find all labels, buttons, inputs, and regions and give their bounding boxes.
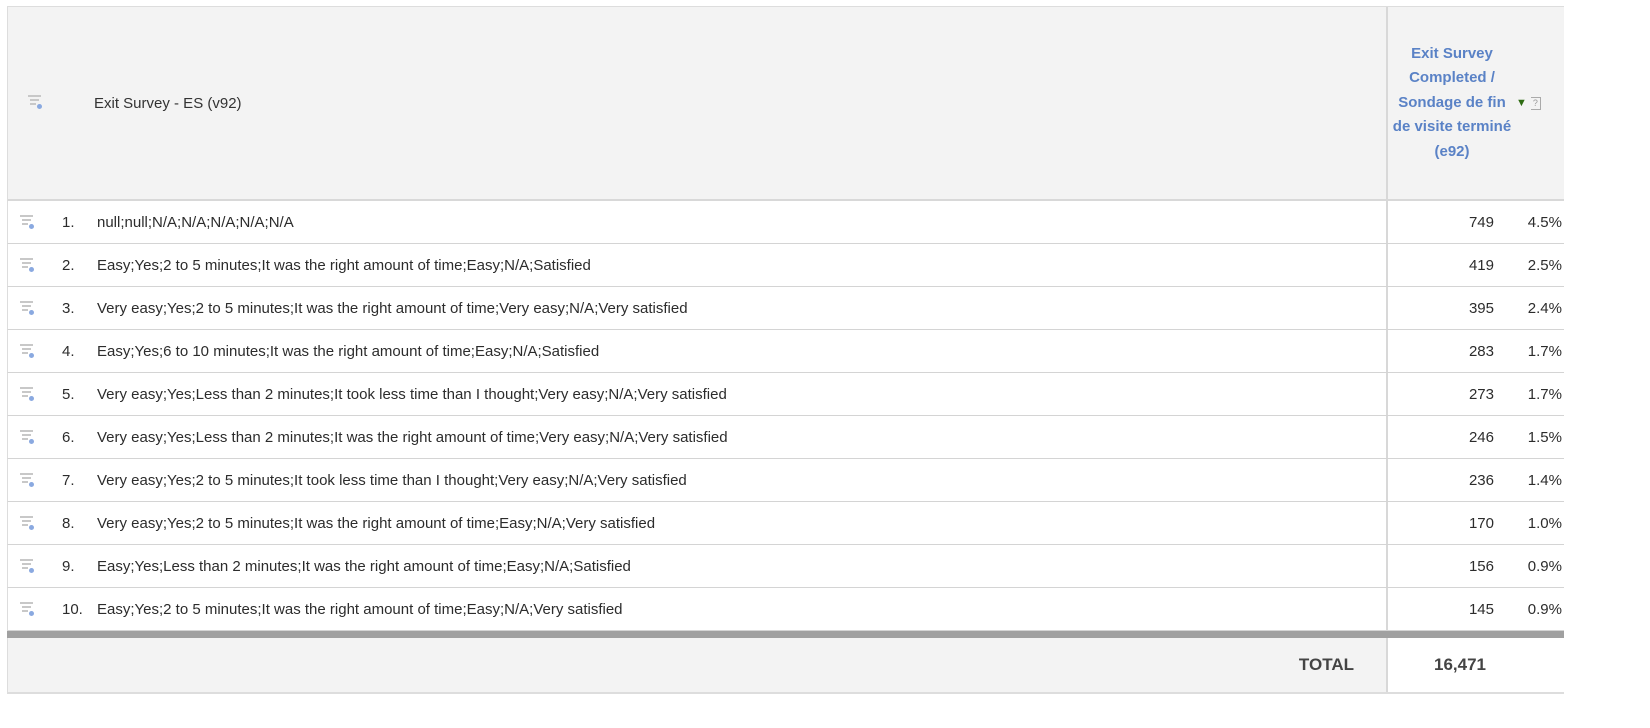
breakdown-icon[interactable] bbox=[20, 301, 34, 315]
breakdown-icon[interactable] bbox=[28, 95, 42, 109]
row-percent: 1.0% bbox=[1527, 514, 1562, 532]
total-value: 16,471 bbox=[1434, 655, 1486, 674]
row-label: Easy;Yes;6 to 10 minutes;It was the righ… bbox=[97, 342, 600, 360]
row-dimension-cell[interactable]: 7. Very easy;Yes;2 to 5 minutes;It took … bbox=[8, 459, 1388, 501]
row-number: 3. bbox=[62, 299, 75, 317]
sort-descending-icon[interactable]: ▼ bbox=[1516, 97, 1527, 109]
row-label: Very easy;Yes;Less than 2 minutes;It too… bbox=[97, 385, 727, 403]
table-row[interactable]: 7. Very easy;Yes;2 to 5 minutes;It took … bbox=[7, 459, 1564, 502]
table-row[interactable]: 3. Very easy;Yes;2 to 5 minutes;It was t… bbox=[7, 287, 1564, 330]
row-number: 2. bbox=[62, 256, 75, 274]
breakdown-icon[interactable] bbox=[20, 344, 34, 358]
dimension-header[interactable]: Exit Survey - ES (v92) bbox=[8, 7, 1388, 199]
row-dimension-cell[interactable]: 5. Very easy;Yes;Less than 2 minutes;It … bbox=[8, 373, 1388, 415]
row-value: 273 bbox=[1468, 385, 1494, 403]
row-dimension-cell[interactable]: 6. Very easy;Yes;Less than 2 minutes;It … bbox=[8, 416, 1388, 458]
row-percent: 2.5% bbox=[1527, 256, 1562, 274]
table-row[interactable]: 4. Easy;Yes;6 to 10 minutes;It was the r… bbox=[7, 330, 1564, 373]
row-label: Very easy;Yes;Less than 2 minutes;It was… bbox=[97, 428, 728, 446]
table-header: Exit Survey - ES (v92) Exit Survey Compl… bbox=[7, 7, 1564, 201]
row-number: 10. bbox=[62, 600, 83, 618]
breakdown-icon[interactable] bbox=[20, 473, 34, 487]
row-percent: 4.5% bbox=[1527, 213, 1562, 231]
breakdown-icon[interactable] bbox=[20, 516, 34, 530]
row-number: 7. bbox=[62, 471, 75, 489]
breakdown-icon[interactable] bbox=[20, 215, 34, 229]
row-label: Easy;Yes;Less than 2 minutes;It was the … bbox=[97, 557, 631, 575]
table-row[interactable]: 1. null;null;N/A;N/A;N/A;N/A;N/A 749 4.5… bbox=[7, 201, 1564, 244]
row-number: 8. bbox=[62, 514, 75, 532]
row-label: Very easy;Yes;2 to 5 minutes;It took les… bbox=[97, 471, 687, 489]
row-dimension-cell[interactable]: 4. Easy;Yes;6 to 10 minutes;It was the r… bbox=[8, 330, 1388, 372]
row-label: null;null;N/A;N/A;N/A;N/A;N/A bbox=[97, 213, 294, 231]
row-dimension-cell[interactable]: 9. Easy;Yes;Less than 2 minutes;It was t… bbox=[8, 545, 1388, 587]
metric-header[interactable]: Exit Survey Completed / Sondage de fin d… bbox=[1388, 7, 1564, 199]
row-dimension-cell[interactable]: 10. Easy;Yes;2 to 5 minutes;It was the r… bbox=[8, 588, 1388, 630]
table-row[interactable]: 5. Very easy;Yes;Less than 2 minutes;It … bbox=[7, 373, 1564, 416]
row-number: 9. bbox=[62, 557, 75, 575]
row-dimension-cell[interactable]: 3. Very easy;Yes;2 to 5 minutes;It was t… bbox=[8, 287, 1388, 329]
row-value: 145 bbox=[1468, 600, 1494, 618]
row-percent: 1.7% bbox=[1527, 385, 1562, 403]
breakdown-icon[interactable] bbox=[20, 430, 34, 444]
metric-title: Exit Survey Completed / Sondage de fin d… bbox=[1392, 44, 1512, 160]
row-dimension-cell[interactable]: 8. Very easy;Yes;2 to 5 minutes;It was t… bbox=[8, 502, 1388, 544]
row-label: Easy;Yes;2 to 5 minutes;It was the right… bbox=[97, 600, 623, 618]
table-row[interactable]: 9. Easy;Yes;Less than 2 minutes;It was t… bbox=[7, 545, 1564, 588]
row-label: Easy;Yes;2 to 5 minutes;It was the right… bbox=[97, 256, 591, 274]
breakdown-icon[interactable] bbox=[20, 258, 34, 272]
row-dimension-cell[interactable]: 2. Easy;Yes;2 to 5 minutes;It was the ri… bbox=[8, 244, 1388, 286]
row-percent: 0.9% bbox=[1527, 557, 1562, 575]
row-label: Very easy;Yes;2 to 5 minutes;It was the … bbox=[97, 299, 688, 317]
row-value: 749 bbox=[1468, 213, 1494, 231]
row-value: 246 bbox=[1468, 428, 1494, 446]
row-percent: 1.5% bbox=[1527, 428, 1562, 446]
row-value: 419 bbox=[1468, 256, 1494, 274]
row-percent: 0.9% bbox=[1527, 600, 1562, 618]
row-value: 236 bbox=[1468, 471, 1494, 489]
total-row: TOTAL 16,471 bbox=[7, 638, 1564, 694]
row-number: 6. bbox=[62, 428, 75, 446]
total-separator bbox=[7, 631, 1564, 638]
row-percent: 1.7% bbox=[1527, 342, 1562, 360]
table-row[interactable]: 10. Easy;Yes;2 to 5 minutes;It was the r… bbox=[7, 588, 1564, 631]
breakdown-icon[interactable] bbox=[20, 387, 34, 401]
dimension-title: Exit Survey - ES (v92) bbox=[94, 94, 242, 112]
breakdown-icon[interactable] bbox=[20, 559, 34, 573]
row-dimension-cell[interactable]: 1. null;null;N/A;N/A;N/A;N/A;N/A bbox=[8, 201, 1388, 243]
table-row[interactable]: 6. Very easy;Yes;Less than 2 minutes;It … bbox=[7, 416, 1564, 459]
freeform-table: Exit Survey - ES (v92) Exit Survey Compl… bbox=[7, 6, 1564, 694]
table-row[interactable]: 8. Very easy;Yes;2 to 5 minutes;It was t… bbox=[7, 502, 1564, 545]
row-label: Very easy;Yes;2 to 5 minutes;It was the … bbox=[97, 514, 656, 532]
total-label: TOTAL bbox=[8, 638, 1388, 692]
row-value: 170 bbox=[1468, 514, 1494, 532]
row-percent: 1.4% bbox=[1527, 471, 1562, 489]
row-value: 395 bbox=[1468, 299, 1494, 317]
breakdown-icon[interactable] bbox=[20, 602, 34, 616]
table-row[interactable]: 2. Easy;Yes;2 to 5 minutes;It was the ri… bbox=[7, 244, 1564, 287]
row-value: 283 bbox=[1468, 342, 1494, 360]
row-number: 4. bbox=[62, 342, 75, 360]
row-percent: 2.4% bbox=[1527, 299, 1562, 317]
row-value: 156 bbox=[1468, 557, 1494, 575]
metric-info-icon[interactable]: ? bbox=[1530, 96, 1541, 110]
row-number: 5. bbox=[62, 385, 75, 403]
row-number: 1. bbox=[62, 213, 75, 231]
